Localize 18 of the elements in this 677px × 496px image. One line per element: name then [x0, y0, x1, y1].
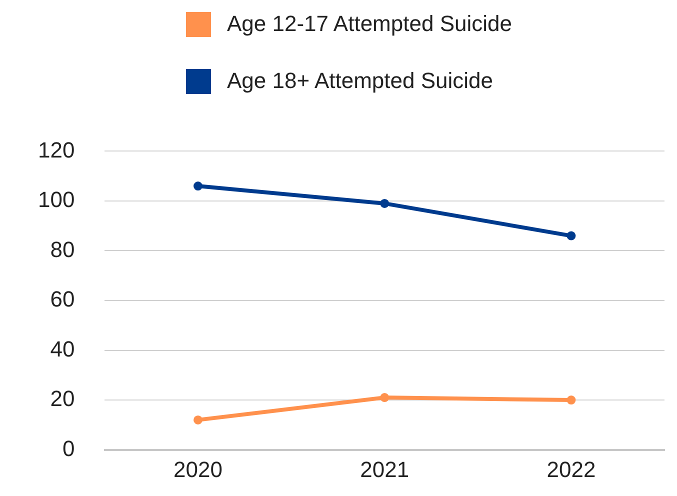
y-tick-label: 80 [50, 236, 75, 262]
point [380, 393, 390, 402]
legend-label: Age 12-17 Attempted Suicide [227, 11, 512, 37]
point [194, 415, 203, 424]
point [380, 198, 390, 208]
x-tick-label: 2021 [360, 457, 410, 482]
y-tick-label: 20 [50, 386, 75, 412]
y-tick-label: 120 [38, 137, 75, 162]
y-tick-label: 0 [62, 436, 75, 461]
point [566, 231, 576, 240]
y-tick-label: 60 [50, 286, 75, 312]
y-tick-label: 40 [50, 336, 75, 362]
y-tick-label: 100 [38, 187, 75, 212]
x-tick-label: 2022 [546, 457, 596, 482]
legend-label: Age 18+ Attempted Suicide [227, 68, 494, 94]
point [194, 182, 203, 191]
x-tick-label: 2020 [174, 457, 222, 482]
point [566, 396, 576, 405]
